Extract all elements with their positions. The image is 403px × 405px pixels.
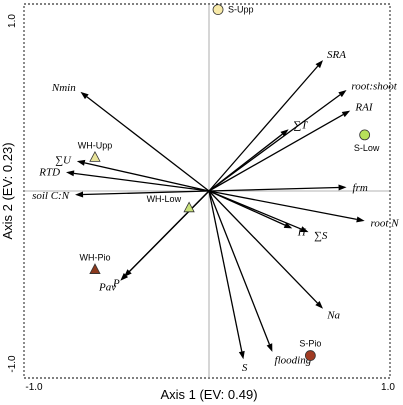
site-marker-triangle bbox=[89, 263, 101, 274]
site-wh-pio: WH-Pio bbox=[79, 253, 110, 274]
y-tick-label: 1.0 bbox=[7, 14, 18, 28]
vector-line bbox=[125, 190, 210, 276]
vector-frm: frm bbox=[208, 182, 368, 194]
vector-label-rai: RAI bbox=[354, 102, 373, 114]
vector-line bbox=[86, 96, 210, 192]
vector-label-pav: Pav bbox=[98, 281, 116, 293]
site-s-upp: S-Upp bbox=[212, 4, 254, 16]
site-s-low: S-Low bbox=[354, 129, 380, 153]
vector-label-sum-s: ∑S bbox=[314, 230, 328, 242]
vector-line bbox=[208, 133, 283, 192]
vector-arrowhead bbox=[338, 90, 347, 98]
vector-arrowhead bbox=[80, 91, 89, 100]
vector-label-root-shoot: root:shoot bbox=[351, 80, 397, 92]
site-label-wh-pio: WH-Pio bbox=[79, 253, 110, 263]
site-label-s-upp: S-Upp bbox=[228, 5, 254, 15]
vector-line bbox=[208, 190, 357, 221]
vector-arrowhead bbox=[76, 159, 86, 166]
vector-soil-c-n: soil C:N bbox=[32, 190, 210, 202]
site-wh-low: WH-Low bbox=[147, 194, 195, 213]
vector-line bbox=[208, 190, 243, 352]
vector-s: S bbox=[208, 190, 248, 374]
x-axis-title: Axis 1 (EV: 0.49) bbox=[160, 387, 257, 402]
vector-label-soil-c-n: soil C:N bbox=[32, 190, 70, 202]
vector-arrowhead bbox=[356, 216, 365, 223]
vector-label-na: Na bbox=[326, 310, 340, 322]
vector-h: H bbox=[208, 190, 307, 239]
vector-line bbox=[208, 190, 286, 226]
vector-arrowhead bbox=[266, 343, 273, 352]
vector-label-flooding: flooding bbox=[275, 354, 312, 366]
vector-label-s: S bbox=[242, 362, 248, 374]
vector-arrowhead bbox=[341, 110, 351, 118]
vector-nmin: Nmin bbox=[51, 82, 210, 192]
site-marker-triangle bbox=[89, 150, 101, 162]
site-wh-upp: WH-Upp bbox=[78, 140, 113, 162]
vector-line bbox=[73, 172, 210, 192]
x-tick-label: -1.0 bbox=[25, 382, 43, 393]
site-label-wh-upp: WH-Upp bbox=[78, 140, 113, 150]
vector-sra: SRA bbox=[208, 49, 346, 192]
site-marker-circle bbox=[304, 350, 316, 361]
axis-ticks: -1.0 1.0 1.0 -1.0 bbox=[7, 14, 395, 393]
vector-line bbox=[208, 190, 271, 345]
vector-arrowhead bbox=[315, 300, 324, 309]
vector-label-rtd: RTD bbox=[38, 166, 60, 178]
vector-arrowhead bbox=[120, 272, 129, 281]
vector-arrowhead bbox=[300, 226, 309, 233]
site-label-s-low: S-Low bbox=[354, 143, 380, 153]
site-marker-circle bbox=[359, 129, 371, 141]
vector-line bbox=[83, 190, 210, 196]
vector-flooding: flooding bbox=[208, 190, 312, 366]
site-markers: S-Upp S-Low S-Pio WH-Upp WH-Low WH-Pio bbox=[78, 4, 380, 361]
vector-label-h: H bbox=[297, 227, 307, 239]
loading-vectors: SRA root:shoot RAI ∑T frm root N ∑S H Na flooding… bbox=[32, 49, 399, 374]
vector-line bbox=[208, 113, 344, 192]
vector-label-root-n: root N bbox=[371, 217, 400, 229]
vector-arrowhead bbox=[280, 129, 289, 137]
vector-na: Na bbox=[208, 190, 341, 322]
vector-label-p: P bbox=[112, 278, 120, 290]
vector-line bbox=[84, 162, 210, 192]
vector-sum-t: ∑T bbox=[208, 119, 308, 192]
site-marker-triangle bbox=[183, 201, 195, 213]
vector-label-sra: SRA bbox=[327, 49, 346, 61]
vector-arrowhead bbox=[283, 222, 293, 229]
site-marker-circle bbox=[212, 4, 224, 16]
vector-label-frm: frm bbox=[353, 182, 368, 194]
vector-line bbox=[208, 190, 318, 304]
site-label-s-pio: S-Pio bbox=[299, 339, 321, 349]
vector-line bbox=[208, 65, 319, 192]
vector-arrowhead bbox=[338, 184, 347, 191]
y-axis-title: Axis 2 (EV: 0.23) bbox=[0, 142, 15, 239]
vector-label-sum-u: ∑U bbox=[55, 154, 72, 166]
vector-line bbox=[208, 186, 339, 192]
vector-label-sum-t: ∑T bbox=[293, 119, 308, 131]
vector-root-shoot: root:shoot bbox=[208, 80, 398, 192]
vector-sum-u: ∑U bbox=[55, 154, 210, 192]
vector-arrowhead bbox=[66, 170, 75, 177]
vector-arrowhead bbox=[238, 350, 245, 360]
vector-root-n: root N bbox=[208, 190, 400, 229]
site-s-pio: S-Pio bbox=[299, 339, 321, 361]
site-label-wh-low: WH-Low bbox=[147, 194, 182, 204]
vector-arrowhead bbox=[75, 191, 84, 198]
vector-rai: RAI bbox=[208, 102, 374, 192]
vector-line bbox=[208, 94, 341, 192]
vector-pav: Pav bbox=[98, 190, 210, 293]
vector-arrowhead bbox=[315, 60, 324, 69]
x-tick-label: 1.0 bbox=[381, 382, 395, 393]
vector-rtd: RTD bbox=[38, 166, 210, 192]
vector-label-nmin: Nmin bbox=[51, 82, 76, 94]
y-tick-label: -1.0 bbox=[7, 355, 18, 373]
